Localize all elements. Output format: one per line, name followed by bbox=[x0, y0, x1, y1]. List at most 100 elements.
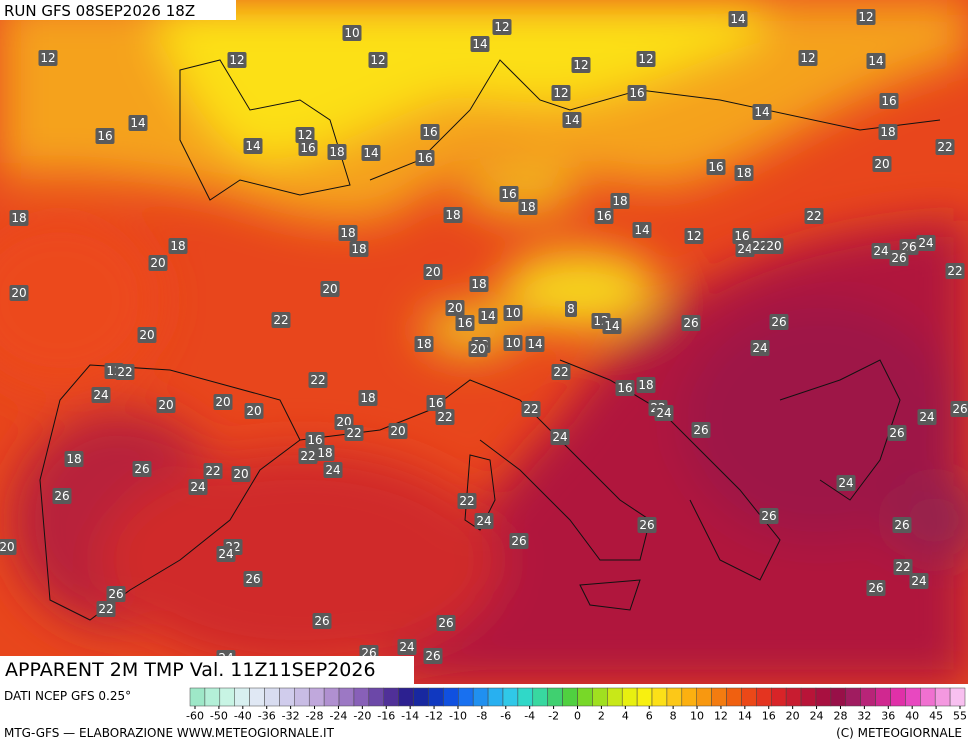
map-label: 12 bbox=[858, 10, 873, 24]
footer-copyright: (C) METEOGIORNALE bbox=[836, 726, 962, 740]
colorbar-tick-label: -28 bbox=[306, 710, 324, 723]
colorbar-tick-label: 36 bbox=[881, 710, 895, 723]
map-label: 24 bbox=[838, 476, 853, 490]
colorbar-swatch bbox=[205, 688, 220, 706]
colorbar-swatch bbox=[846, 688, 861, 706]
map-label: 16 bbox=[501, 187, 516, 201]
colorbar-swatch bbox=[399, 688, 414, 706]
map-label: 26 bbox=[134, 462, 149, 476]
colorbar-swatch bbox=[786, 688, 801, 706]
map-label: 24 bbox=[911, 574, 926, 588]
map-label: 10 bbox=[505, 336, 520, 350]
map-label: 20 bbox=[246, 404, 261, 418]
map-label: 20 bbox=[425, 265, 440, 279]
map-label: 22 bbox=[98, 602, 113, 616]
map-label: 20 bbox=[233, 467, 248, 481]
map-label: 18 bbox=[416, 337, 431, 351]
colorbar-tick-label: -12 bbox=[425, 710, 443, 723]
colorbar-tick-label: 2 bbox=[598, 710, 605, 723]
map-label: 26 bbox=[54, 489, 69, 503]
colorbar-swatch bbox=[548, 688, 563, 706]
colorbar-tick-label: 28 bbox=[833, 710, 847, 723]
colorbar-tick-label: 12 bbox=[714, 710, 728, 723]
map-label: 14 bbox=[634, 223, 649, 237]
map-label: 20 bbox=[0, 540, 15, 554]
map-label: 22 bbox=[310, 373, 325, 387]
colorbar-swatch bbox=[533, 688, 548, 706]
colorbar-swatch bbox=[279, 688, 294, 706]
colorbar-tick-label: 4 bbox=[622, 710, 629, 723]
map-label: 18 bbox=[612, 194, 627, 208]
colorbar-swatch bbox=[443, 688, 458, 706]
map-label: 26 bbox=[314, 614, 329, 628]
map-label: 16 bbox=[97, 129, 112, 143]
colorbar-swatch bbox=[905, 688, 920, 706]
map-label: 20 bbox=[390, 424, 405, 438]
colorbar-swatch bbox=[190, 688, 205, 706]
colorbar-swatch bbox=[324, 688, 339, 706]
map-label: 26 bbox=[693, 423, 708, 437]
map-label: 16 bbox=[457, 316, 472, 330]
colorbar-swatch bbox=[682, 688, 697, 706]
colorbar-tick-label: -4 bbox=[524, 710, 535, 723]
map-label: 24 bbox=[656, 406, 671, 420]
colorbar-tick-label: 40 bbox=[905, 710, 919, 723]
run-label: RUN GFS 08SEP2026 18Z bbox=[4, 2, 195, 20]
colorbar-swatch bbox=[935, 688, 950, 706]
map-label: 26 bbox=[683, 316, 698, 330]
map-label: 20 bbox=[215, 395, 230, 409]
map-label: 22 bbox=[523, 402, 538, 416]
colorbar-tick-label: -20 bbox=[353, 710, 371, 723]
colorbar-swatch bbox=[727, 688, 742, 706]
map-label: 24 bbox=[190, 480, 205, 494]
map-label: 26 bbox=[889, 426, 904, 440]
map-label: 22 bbox=[300, 449, 315, 463]
colorbar-swatch bbox=[578, 688, 593, 706]
colorbar: -60-50-40-36-32-28-24-20-16-14-12-10-8-6… bbox=[186, 688, 967, 723]
map-label: 26 bbox=[511, 534, 526, 548]
map-label: 24 bbox=[93, 388, 108, 402]
map-label: 14 bbox=[363, 146, 378, 160]
colorbar-swatch bbox=[816, 688, 831, 706]
footer-source: DATI NCEP GFS 0.25° bbox=[4, 689, 131, 703]
map-label: 18 bbox=[340, 226, 355, 240]
colorbar-swatch bbox=[265, 688, 280, 706]
colorbar-swatch bbox=[235, 688, 250, 706]
map-label: 26 bbox=[868, 581, 883, 595]
map-label: 12 bbox=[494, 20, 509, 34]
map-label: 22 bbox=[346, 426, 361, 440]
footer-credit: MTG-GFS — ELABORAZIONE WWW.METEOGIORNALE… bbox=[4, 726, 335, 740]
map-label: 16 bbox=[428, 396, 443, 410]
colorbar-swatch bbox=[563, 688, 578, 706]
colorbar-swatch bbox=[741, 688, 756, 706]
colorbar-swatch bbox=[697, 688, 712, 706]
map-label: 14 bbox=[730, 12, 745, 26]
colorbar-tick-label: -8 bbox=[476, 710, 487, 723]
map-label: 22 bbox=[117, 365, 132, 379]
colorbar-swatch bbox=[771, 688, 786, 706]
map-label: 12 bbox=[40, 51, 55, 65]
colorbar-swatch bbox=[309, 688, 324, 706]
colorbar-tick-label: -24 bbox=[329, 710, 347, 723]
map-label: 12 bbox=[370, 53, 385, 67]
map-label: 16 bbox=[417, 151, 432, 165]
map-label: 18 bbox=[11, 211, 26, 225]
colorbar-swatch bbox=[473, 688, 488, 706]
map-label: 18 bbox=[317, 446, 332, 460]
map-label: 26 bbox=[894, 518, 909, 532]
map-label: 14 bbox=[754, 105, 769, 119]
map-label: 22 bbox=[895, 560, 910, 574]
map-label: 18 bbox=[170, 239, 185, 253]
colorbar-swatch bbox=[607, 688, 622, 706]
map-label: 20 bbox=[150, 256, 165, 270]
colorbar-tick-label: 8 bbox=[670, 710, 677, 723]
colorbar-tick-label: -36 bbox=[258, 710, 276, 723]
colorbar-swatch bbox=[384, 688, 399, 706]
colorbar-swatch bbox=[250, 688, 265, 706]
colorbar-tick-label: -32 bbox=[282, 710, 300, 723]
map-label: 26 bbox=[771, 315, 786, 329]
map-label: 8 bbox=[567, 302, 575, 316]
map-label: 22 bbox=[459, 494, 474, 508]
colorbar-swatch bbox=[518, 688, 533, 706]
